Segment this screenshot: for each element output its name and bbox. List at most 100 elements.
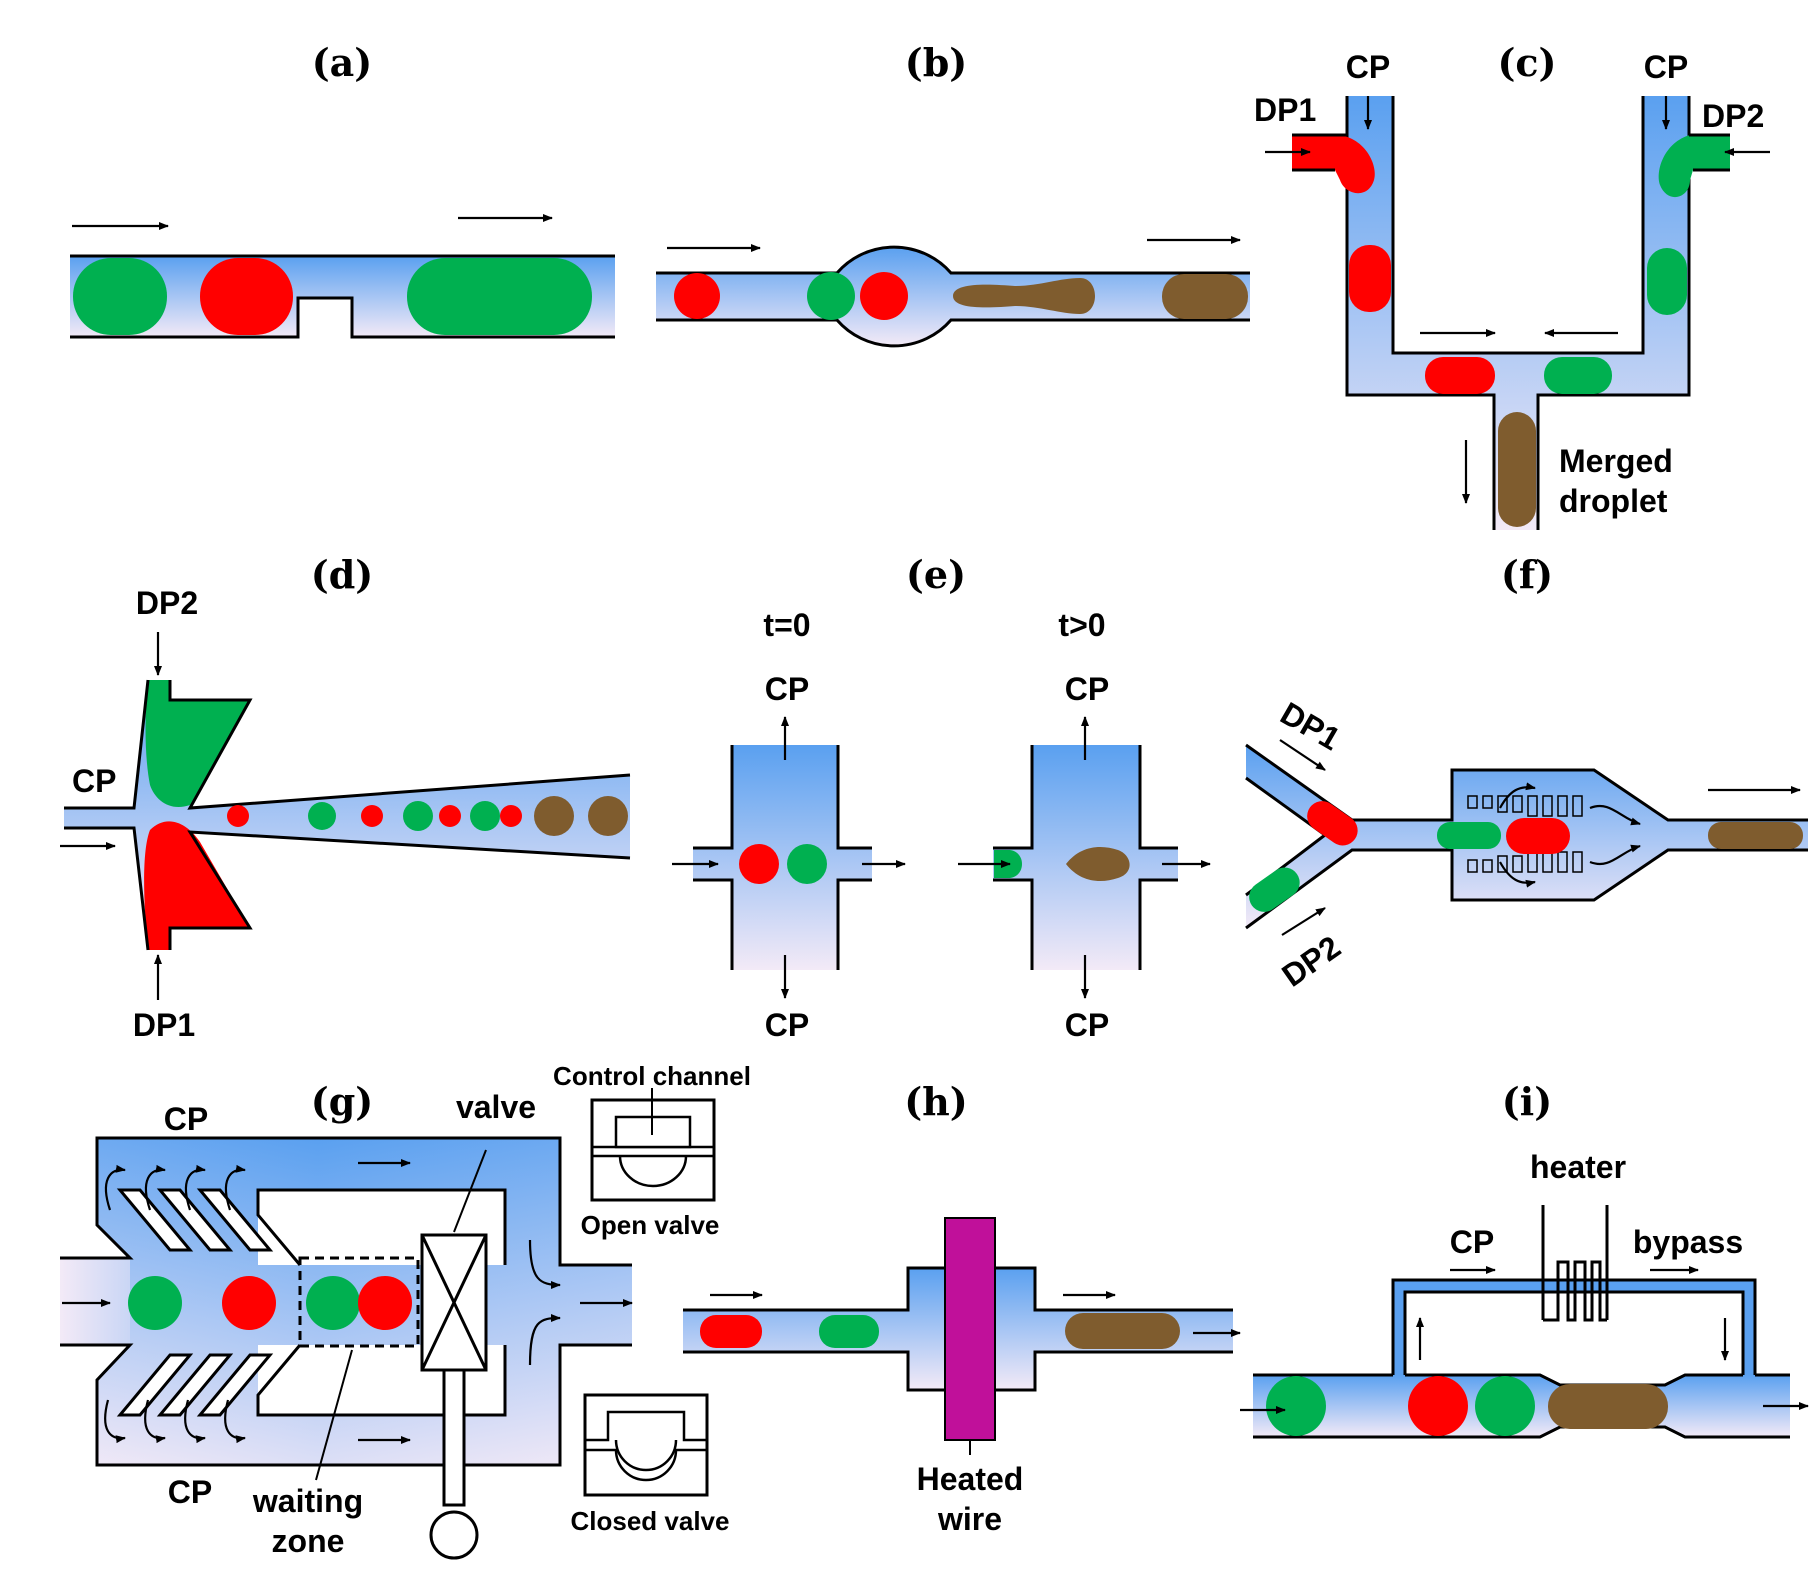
droplet-green xyxy=(1544,357,1612,394)
valve-icon xyxy=(420,1233,488,1560)
label-dp1: DP1 xyxy=(1254,92,1316,128)
label-cp: CP xyxy=(1065,671,1109,707)
droplet-red xyxy=(361,805,383,827)
waiting-zone xyxy=(298,1256,420,1348)
panel-f: DP1 DP2 xyxy=(1245,695,1808,994)
droplet-red xyxy=(674,273,720,319)
droplet-merged xyxy=(1066,846,1130,882)
panel-label-f: (f) xyxy=(1501,552,1553,597)
droplet-green xyxy=(1266,1376,1326,1436)
label-waiting-zone-line1: waiting xyxy=(252,1483,363,1519)
droplet-red xyxy=(1506,818,1570,854)
label-cp: CP xyxy=(765,671,809,707)
channel-e-t0 xyxy=(693,745,872,970)
label-heater: heater xyxy=(1530,1149,1626,1185)
label-dp1: DP1 xyxy=(133,1007,195,1043)
flow-arrow xyxy=(1589,805,1641,826)
label-dp2: DP2 xyxy=(136,585,198,621)
open-valve-schematic xyxy=(590,1088,716,1202)
slanted-channels-bottom xyxy=(116,1353,274,1417)
flow-arrow xyxy=(1279,739,1326,771)
droplet-green xyxy=(403,801,433,831)
label-t0: t=0 xyxy=(763,607,810,643)
bypass-channel xyxy=(1393,1280,1755,1375)
droplet-green-merged xyxy=(407,258,592,335)
channel-a-walls xyxy=(70,254,615,339)
droplet-green xyxy=(1647,248,1687,315)
label-cp: CP xyxy=(1065,1007,1109,1043)
label-cp: CP xyxy=(72,763,116,799)
label-cp: CP xyxy=(168,1474,212,1510)
droplet-green xyxy=(1475,1376,1535,1436)
label-valve: valve xyxy=(456,1089,536,1125)
droplet-green xyxy=(807,272,855,320)
label-cp: CP xyxy=(164,1101,208,1137)
panel-label-e: (e) xyxy=(906,552,966,597)
droplet-red xyxy=(1408,1376,1468,1436)
panel-e: t=0 t>0 CP CP CP CP xyxy=(672,607,1211,1043)
droplet-red xyxy=(860,272,908,320)
panel-b xyxy=(656,236,1250,348)
label-dp1: DP1 xyxy=(1275,695,1347,757)
droplet-green xyxy=(787,844,827,884)
channel-e-t0-walls xyxy=(693,745,872,970)
dp2-fluid xyxy=(145,680,250,808)
droplet-green xyxy=(819,1315,879,1348)
droplet-green xyxy=(1249,867,1300,912)
channel-b-walls xyxy=(656,245,1250,348)
flow-arrow xyxy=(1589,844,1641,865)
channel-d-walls xyxy=(64,679,631,951)
droplet-green xyxy=(308,802,336,830)
droplet-red xyxy=(500,805,522,827)
panel-h: Heated wire xyxy=(683,1217,1241,1537)
droplet-red xyxy=(222,1276,276,1330)
label-merged-droplet-line1: Merged xyxy=(1559,443,1673,479)
droplet-red xyxy=(1349,245,1391,312)
heater-icon xyxy=(1541,1205,1609,1322)
label-control-channel: Control channel xyxy=(553,1061,751,1091)
label-cp: CP xyxy=(1346,49,1390,85)
label-cp: CP xyxy=(1450,1224,1494,1260)
panel-label-b: (b) xyxy=(905,40,968,85)
label-waiting-zone-line2: zone xyxy=(272,1523,345,1559)
droplet-red xyxy=(439,805,461,827)
flow-arrow xyxy=(1499,782,1536,809)
label-cp: CP xyxy=(1644,49,1688,85)
label-dp2: DP2 xyxy=(1275,929,1347,994)
droplet-merged xyxy=(1498,412,1536,527)
droplet-red xyxy=(739,844,779,884)
panel-a xyxy=(70,214,615,339)
panel-label-c: (c) xyxy=(1497,40,1556,85)
label-closed-valve: Closed valve xyxy=(571,1506,730,1536)
channel-g-walls xyxy=(60,1136,632,1467)
channel-b xyxy=(656,247,1250,346)
droplet-merged xyxy=(588,796,628,836)
label-t-gt-0: t>0 xyxy=(1058,607,1105,643)
panel-label-d: (d) xyxy=(311,552,374,597)
droplet-red xyxy=(700,1315,762,1348)
droplet-red xyxy=(358,1276,412,1330)
droplet-green xyxy=(1437,822,1501,849)
slanted-channels-top xyxy=(116,1188,274,1252)
droplet-merged xyxy=(1708,822,1803,849)
dp1-fluid xyxy=(144,821,250,950)
flow-arrows-g xyxy=(62,1159,633,1444)
closed-valve-schematic xyxy=(583,1393,709,1497)
label-cp: CP xyxy=(765,1007,809,1043)
panel-c: CP CP DP1 DP2 Merged droplet xyxy=(1254,49,1770,530)
chamber-walls xyxy=(256,1188,507,1417)
valve-leader-line xyxy=(453,1149,487,1233)
droplet-green xyxy=(470,801,500,831)
panel-label-h: (h) xyxy=(904,1079,968,1124)
droplet-green xyxy=(128,1276,182,1330)
dp1-inlet-wall xyxy=(1292,133,1347,172)
droplet-red xyxy=(1425,357,1495,394)
droplet-merged xyxy=(1162,274,1248,319)
panel-d: DP2 CP DP1 xyxy=(60,585,631,1043)
bypass-inner xyxy=(1405,1292,1743,1375)
droplet-merged xyxy=(1065,1313,1180,1349)
droplet-merged xyxy=(534,796,574,836)
heated-wire xyxy=(944,1217,996,1441)
label-heated-wire-line2: wire xyxy=(937,1501,1002,1537)
